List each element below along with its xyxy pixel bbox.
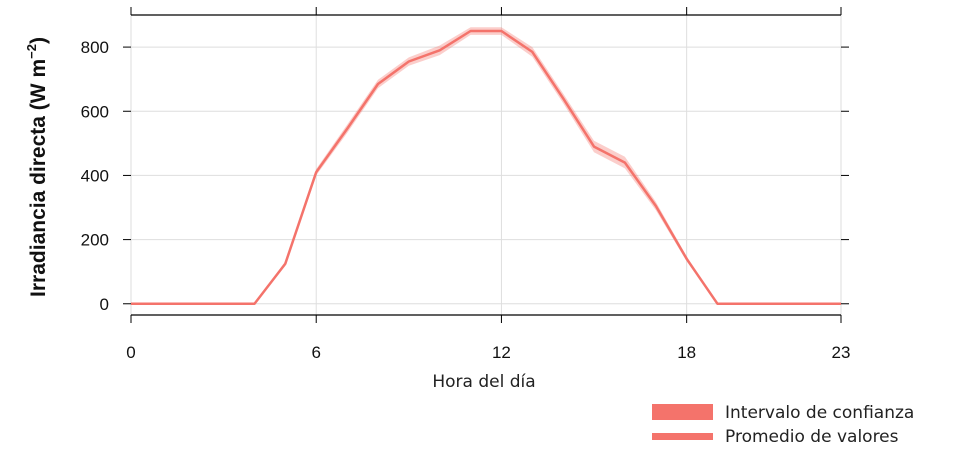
- x-tick-label: 12: [492, 343, 511, 362]
- y-axis-title: Irradiancia directa (W m−2): [24, 37, 50, 297]
- confidence-band: [131, 27, 841, 304]
- legend-line-label: Promedio de valores: [725, 427, 899, 447]
- y-axis-title-main: Irradiancia directa (W m: [27, 59, 50, 297]
- x-tick-label: 6: [311, 343, 320, 362]
- y-tick-label: 800: [81, 38, 109, 57]
- plot-frame: [131, 14, 841, 316]
- legend-band-swatch: [652, 404, 713, 420]
- y-tick-label: 600: [81, 102, 109, 121]
- y-axis-title-close: ): [27, 37, 50, 44]
- legend-band-label: Intervalo de confianza: [725, 403, 914, 423]
- grid: [130, 15, 842, 315]
- x-axis-title: Hora del día: [432, 372, 535, 392]
- x-tick-label: 0: [126, 343, 135, 362]
- y-axis-title-exponent: −2: [24, 44, 39, 59]
- x-tick-label: 23: [832, 343, 851, 362]
- y-tick-label: 0: [100, 295, 109, 314]
- series-line: [131, 29, 841, 306]
- mean-line-layer: [131, 29, 841, 306]
- y-tick-label: 400: [81, 166, 109, 185]
- legend-line-swatch: [652, 433, 713, 440]
- legend: Intervalo de confianza Promedio de valor…: [652, 403, 914, 447]
- tick-layer: 0 6 12 18 23 0 200 400 600 800: [81, 7, 851, 362]
- x-tick-label: 18: [677, 343, 696, 362]
- confidence-band-layer: [131, 27, 841, 304]
- y-tick-label: 200: [81, 231, 109, 250]
